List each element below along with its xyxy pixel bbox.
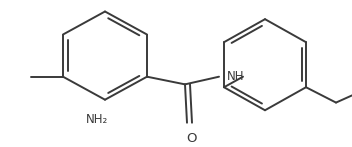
Text: NH₂: NH₂ <box>86 113 108 126</box>
Text: O: O <box>186 132 197 145</box>
Text: NH: NH <box>227 70 245 83</box>
